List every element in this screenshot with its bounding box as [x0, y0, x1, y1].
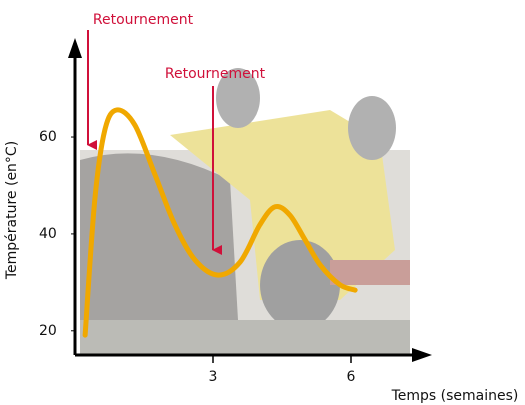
background-photo — [80, 68, 410, 355]
x-tick-label: 6 — [347, 369, 356, 385]
y-axis-label: Température (en°C) — [4, 141, 20, 280]
annotation: Retournement — [93, 12, 194, 28]
annotation: Retournement — [165, 66, 266, 82]
y-tick-label: 20 — [39, 323, 57, 339]
chart: Température (en°C) Temps (semaines) Reto… — [0, 0, 525, 405]
x-axis-arrow — [412, 348, 432, 362]
x-axis-label: Temps (semaines) — [391, 388, 519, 404]
y-tick-label: 40 — [39, 226, 57, 242]
x-tick-label: 3 — [209, 369, 218, 385]
y-axis-arrow — [68, 38, 82, 58]
y-tick-label: 60 — [39, 129, 57, 145]
